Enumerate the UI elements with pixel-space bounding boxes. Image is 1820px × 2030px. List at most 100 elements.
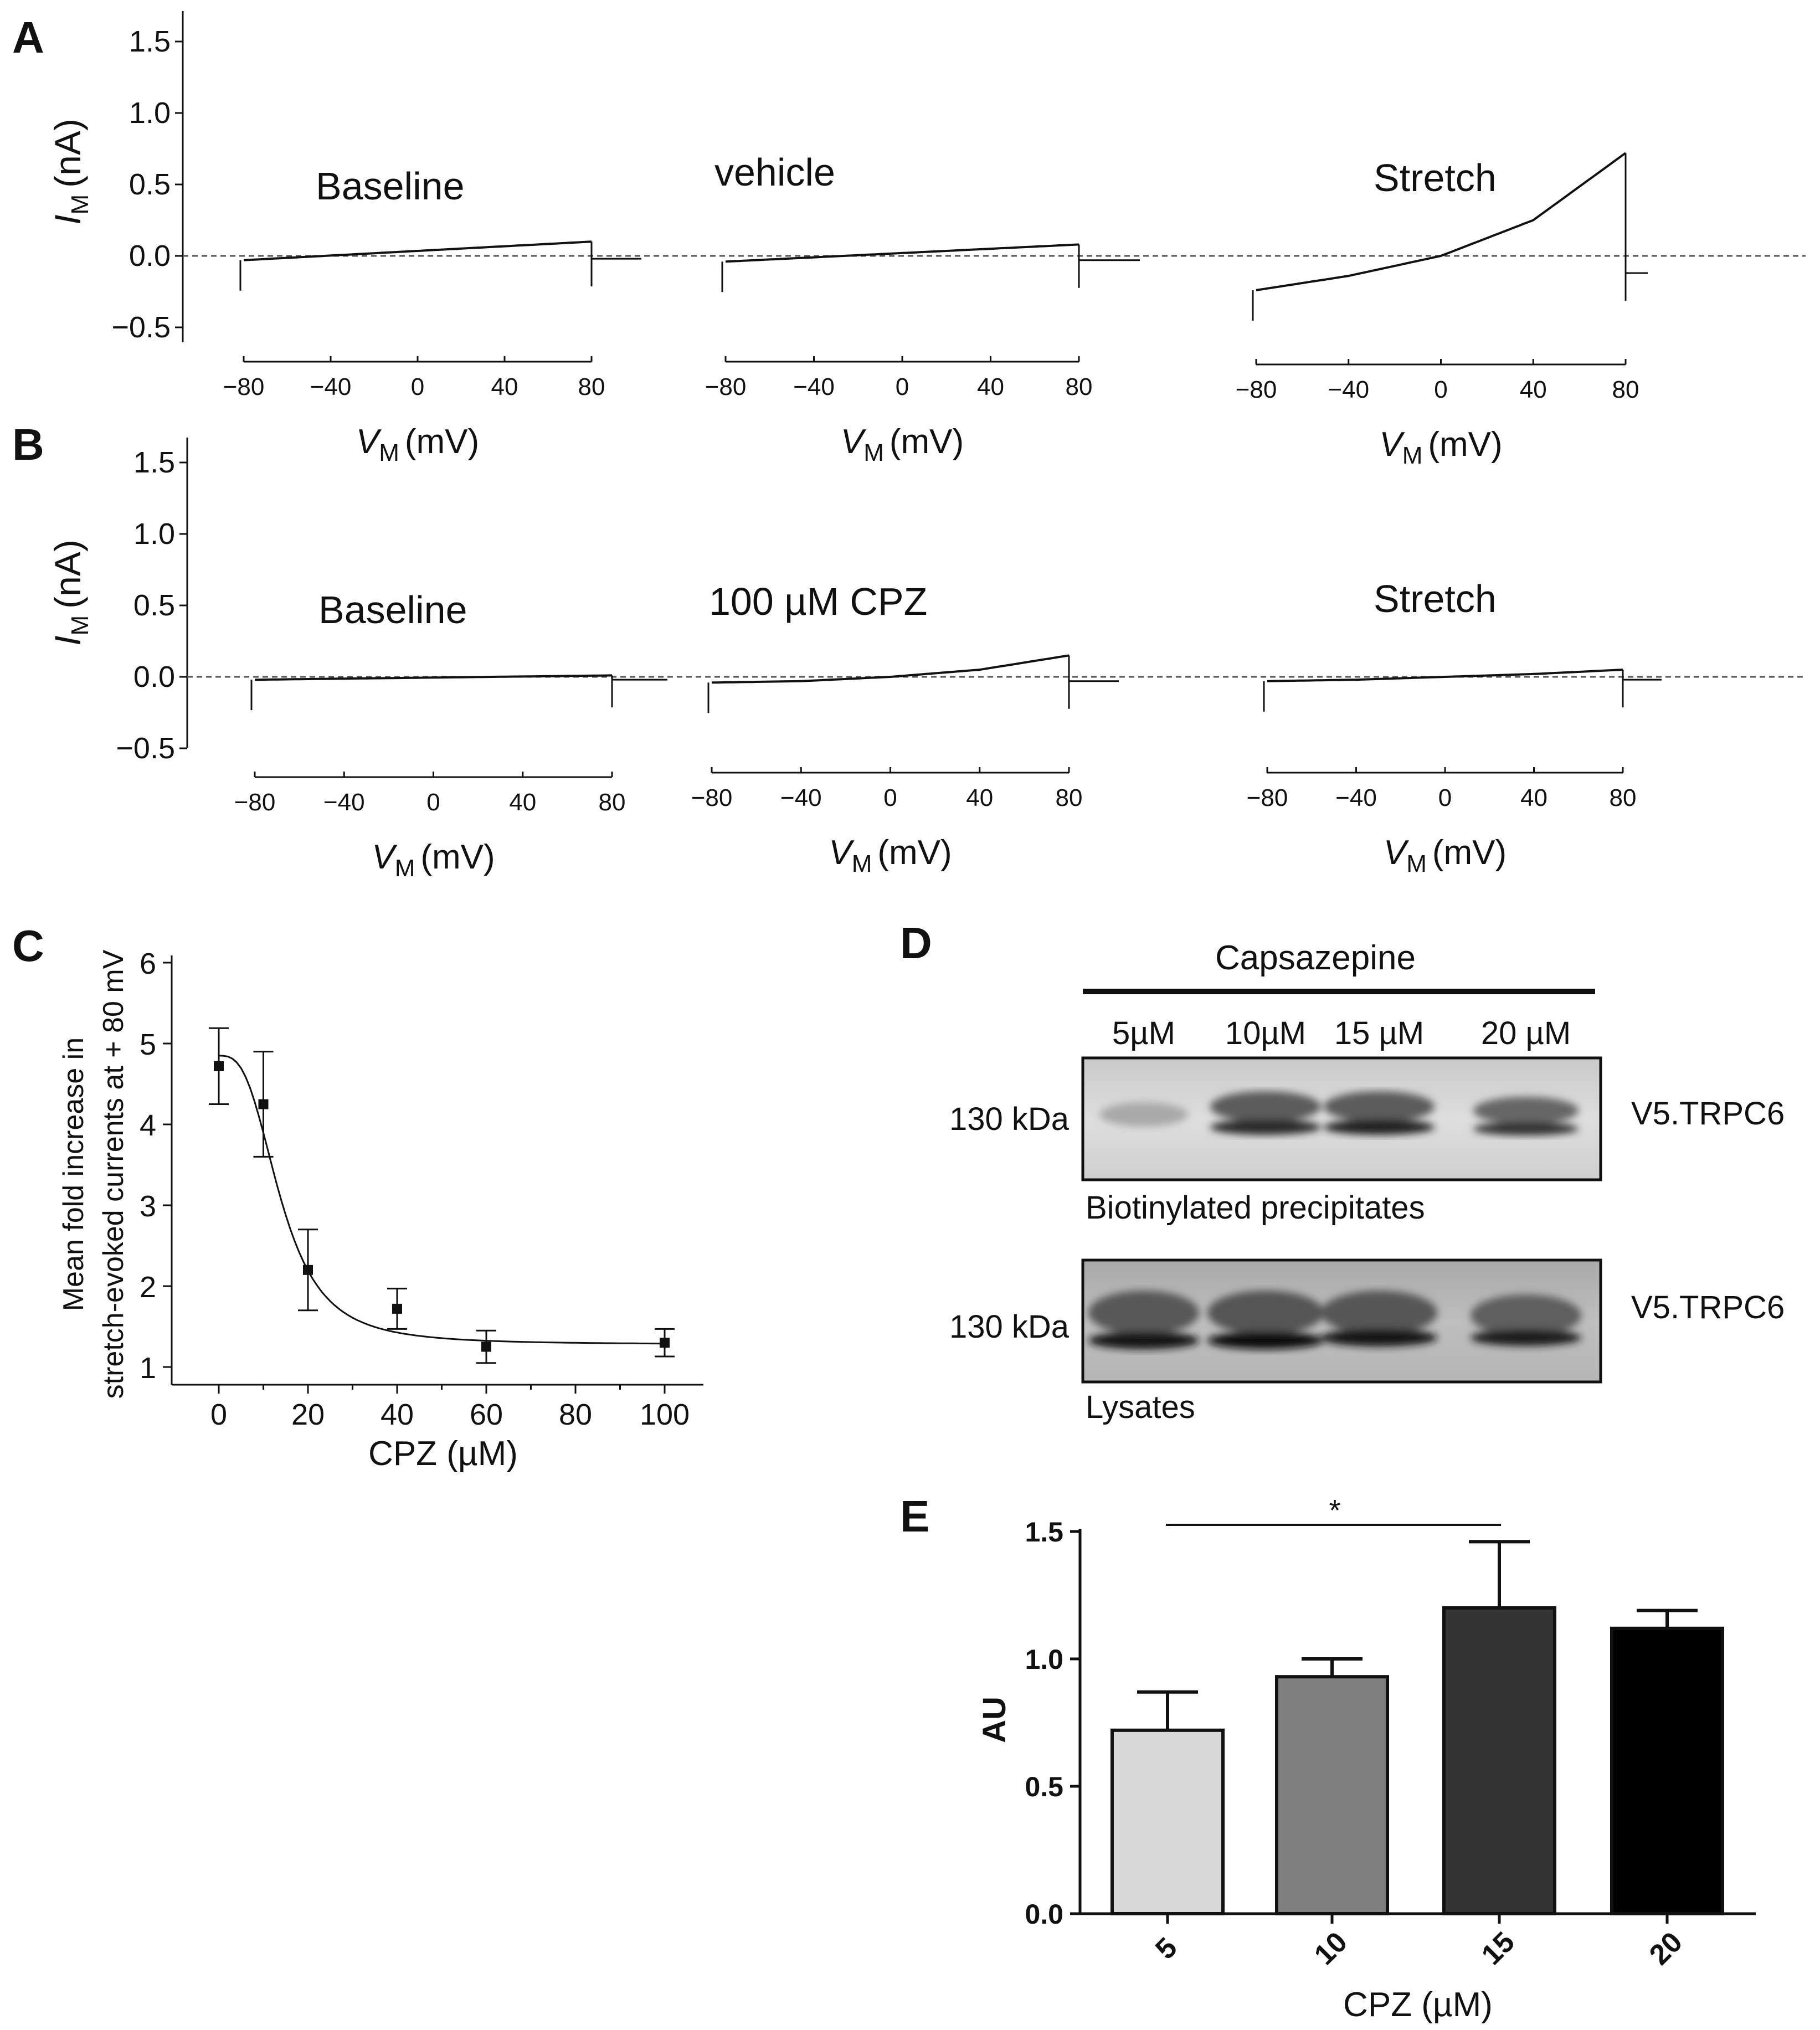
B-x-axis-label-2: VM (mV) <box>829 834 952 877</box>
c-x-tick-label: 80 <box>559 1398 592 1431</box>
A-x-label-sub: M <box>1402 442 1423 469</box>
A-x-label-main: V <box>841 423 867 461</box>
A-x-tick-label: 40 <box>1520 376 1547 403</box>
e-bar-20 <box>1610 1626 1724 1916</box>
e-x-axis-label: CPZ (µM) <box>1343 1986 1493 2024</box>
e-x-tick-label-15: 15 <box>1475 1926 1521 1971</box>
B-x-tick-label: −80 <box>1247 784 1288 811</box>
blot-upper-protein: V5.TRPC6 <box>1631 1096 1785 1132</box>
A-condition-label-2: vehicle <box>714 151 835 194</box>
A-x-tick-label: 0 <box>1434 376 1447 403</box>
B-y-tick-label: −0.5 <box>116 732 175 765</box>
c-x-axis-label: CPZ (µM) <box>368 1435 518 1473</box>
lower-band-3b <box>1321 1329 1437 1347</box>
B-y-tick-label: 0.0 <box>133 660 175 693</box>
B-x-tick-label: 0 <box>1438 784 1452 811</box>
B-trace-3 <box>1267 669 1623 682</box>
e-bar-10 <box>1275 1675 1389 1915</box>
panel-letter-c: C <box>12 921 44 970</box>
B-x-tick-label: 40 <box>509 789 536 816</box>
A-x-tick-label: 80 <box>1612 376 1639 403</box>
A-y-tick-label: 1.5 <box>129 25 171 58</box>
B-x-tick-label: 0 <box>426 789 440 816</box>
panel-a-traces: 1.51.00.50.0−0.5IM(nA) Baseline−80 −40 0 40 8… <box>47 11 1806 469</box>
e-y-tick-label: 0.0 <box>1025 1899 1063 1930</box>
A-trace-3 <box>1256 152 1627 291</box>
c-y-axis-label-line-1: Mean fold increase in <box>58 1037 90 1311</box>
B-x-label-unit: (mV) <box>1432 834 1507 872</box>
B-x-tick-label: −80 <box>691 784 733 811</box>
A-y-axis-label: IM (nA) <box>47 119 94 225</box>
blot-lane-1: 5µM <box>1112 1015 1175 1051</box>
e-y-tick-label: 1.5 <box>1025 1517 1063 1548</box>
e-y-axis-label: AU <box>976 1697 1012 1743</box>
blot-lane-3: 15 µM <box>1334 1015 1424 1051</box>
A-trace-1 <box>243 240 592 261</box>
panel-letter-b: B <box>12 420 44 469</box>
blot-upper-bands <box>1099 1091 1579 1135</box>
e-x-tick-label-5: 5 <box>1149 1931 1183 1965</box>
c-data-point-4 <box>392 1303 402 1314</box>
c-y-tick-label: 1 <box>140 1351 156 1385</box>
B-y-tick-label: 1.0 <box>133 517 175 551</box>
A-x-tick-label: 80 <box>1066 373 1093 400</box>
A-y-label-unit: (nA) <box>47 119 88 188</box>
A-y-tick-label: 1.0 <box>129 96 171 130</box>
lower-band-2b <box>1207 1332 1324 1349</box>
B-x-tick-label: −40 <box>780 784 822 811</box>
A-x-label-unit: (mV) <box>890 423 964 461</box>
A-y-label-sub: M <box>66 194 94 215</box>
B-x-label-main: V <box>1384 834 1410 872</box>
A-trace-tail-2 <box>1078 244 1140 288</box>
lower-band-2a <box>1207 1291 1324 1335</box>
c-fit-curve <box>218 1055 665 1345</box>
B-y-label-sub: M <box>66 615 94 636</box>
B-condition-label-2: 100 µM CPZ <box>709 580 927 623</box>
B-condition-label-3: Stretch <box>1374 577 1497 620</box>
A-x-label-main: V <box>1379 425 1405 464</box>
A-x-tick-label: −40 <box>1328 376 1369 403</box>
B-x-tick-label: 80 <box>599 789 626 816</box>
panel-letter-d: D <box>900 918 932 968</box>
B-x-tick-label: 0 <box>883 784 897 811</box>
A-x-axis-label-2: VM (mV) <box>841 423 964 466</box>
A-y-tick-label: 0.5 <box>129 168 171 201</box>
upper-band-1 <box>1099 1102 1188 1127</box>
lower-band-1b <box>1088 1332 1199 1349</box>
A-x-tick-label: −80 <box>223 373 265 400</box>
B-x-tick-label: 40 <box>966 784 993 811</box>
panel-b-traces: 1.51.00.50.0−0.5IM(nA)Baseline−80 −40 0 40 8… <box>47 438 1806 882</box>
A-x-label-unit: (mV) <box>1428 425 1502 464</box>
B-x-label-unit: (mV) <box>877 834 952 872</box>
A-x-label-sub: M <box>379 439 399 466</box>
e-bar-5 <box>1110 1728 1225 1916</box>
blot-lower-protein: V5.TRPC6 <box>1631 1289 1785 1325</box>
A-y-tick-label: −0.5 <box>111 311 171 344</box>
A-x-tick-label: −40 <box>310 373 352 400</box>
e-y-tick-label: 1.0 <box>1025 1644 1063 1675</box>
B-y-label-main: I <box>47 636 88 646</box>
B-x-tick-label: −40 <box>323 789 365 816</box>
c-x-tick-label: 100 <box>640 1398 690 1431</box>
A-x-tick-label: −80 <box>1236 376 1277 403</box>
A-x-tick-label: 40 <box>977 373 1004 400</box>
c-x-tick-label: 20 <box>291 1398 325 1431</box>
A-x-tick-label: 40 <box>491 373 518 400</box>
upper-band-3b <box>1324 1119 1435 1135</box>
c-y-tick-label: 4 <box>140 1109 156 1142</box>
B-x-tick-label: −40 <box>1335 784 1377 811</box>
e-significance-star: * <box>1329 1494 1340 1527</box>
A-trace-2 <box>725 243 1079 263</box>
c-data-point-2 <box>258 1099 269 1109</box>
c-y-tick-label: 2 <box>140 1271 156 1304</box>
upper-band-2a <box>1210 1091 1321 1122</box>
B-x-tick-label: −80 <box>234 789 276 816</box>
B-y-tick-label: 0.5 <box>133 589 175 622</box>
B-x-axis-label-1: VM (mV) <box>372 838 495 882</box>
A-y-tick-label: 0.0 <box>129 239 171 273</box>
blot-lower-caption: Lysates <box>1086 1389 1195 1425</box>
lower-band-1a <box>1088 1291 1199 1335</box>
B-y-axis-label: IM (nA) <box>47 539 94 646</box>
e-bar-15 <box>1442 1606 1556 1915</box>
